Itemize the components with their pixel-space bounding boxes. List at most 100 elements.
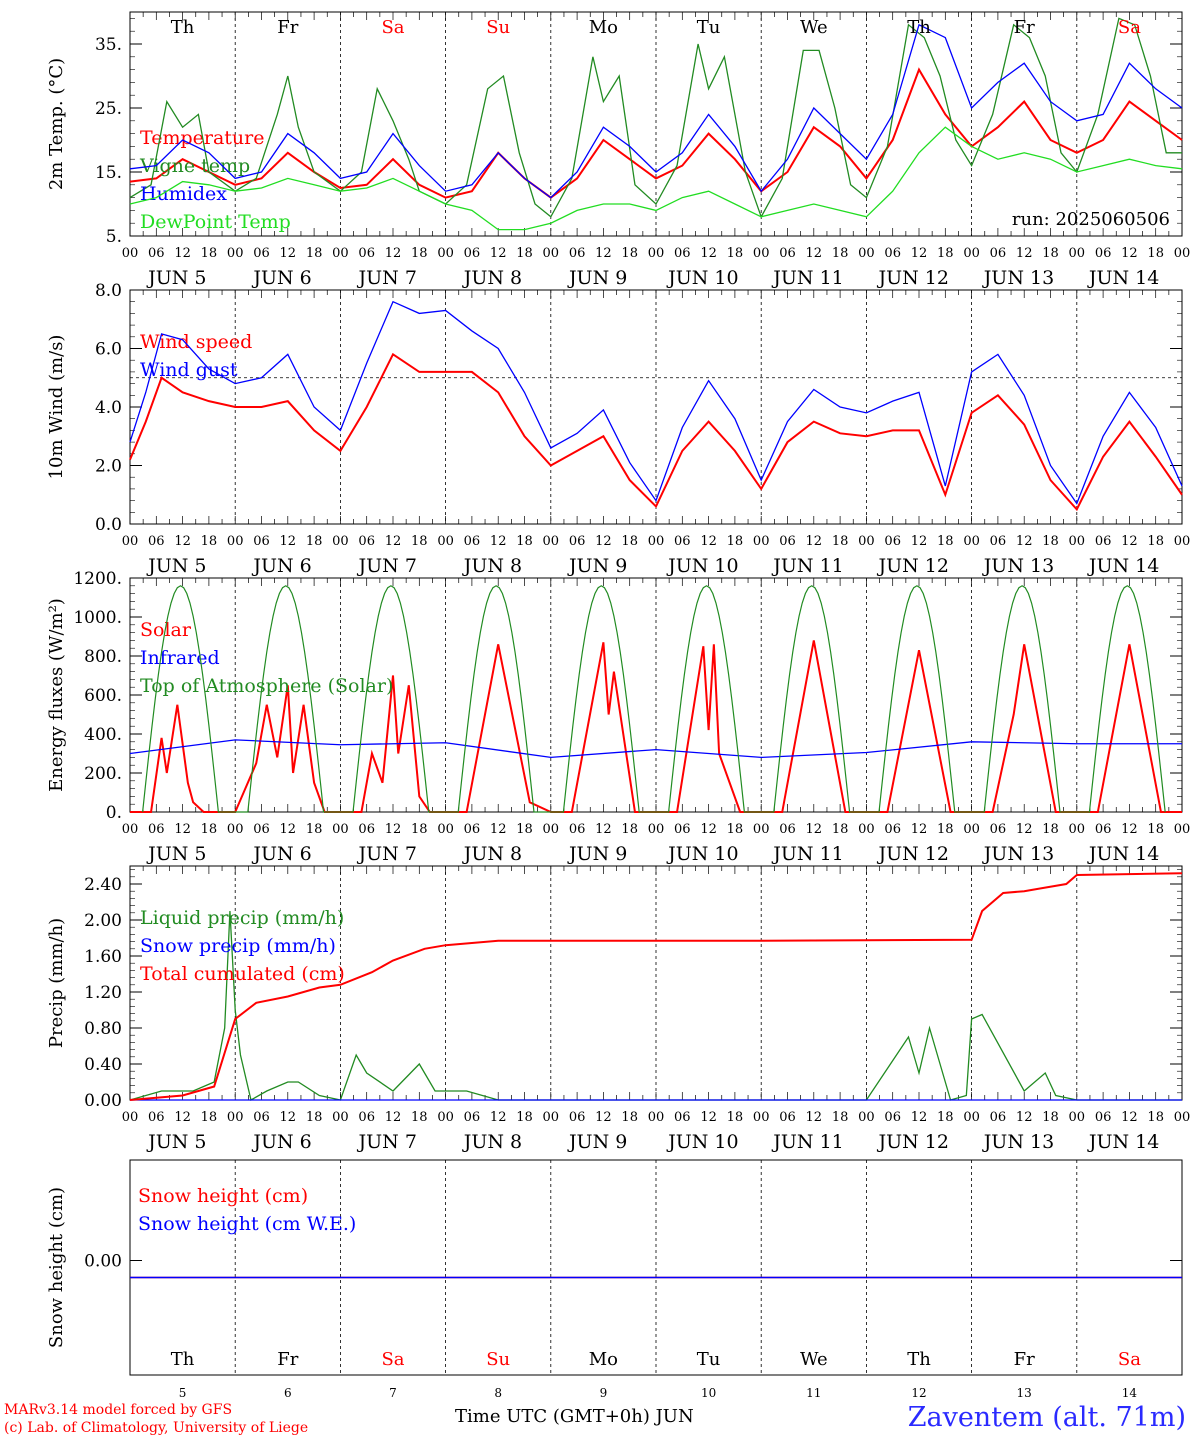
x-hour-label: 12 xyxy=(385,246,402,261)
x-hour-label: 06 xyxy=(990,534,1007,549)
x-hour-label: 06 xyxy=(674,822,691,837)
x-hour-label: 18 xyxy=(411,1110,428,1125)
x-hour-label: 06 xyxy=(358,534,375,549)
x-date-label: JUN 12 xyxy=(876,843,948,865)
x-date-label: JUN 13 xyxy=(982,555,1054,577)
x-hour-label: 18 xyxy=(201,246,218,261)
x-hour-label: 12 xyxy=(1016,822,1033,837)
x-hour-label: 00 xyxy=(332,822,349,837)
x-hour-label: 12 xyxy=(595,246,612,261)
x-hour-label: 00 xyxy=(858,1110,875,1125)
x-hour-label: 18 xyxy=(306,534,323,549)
x-date-label: JUN 5 xyxy=(146,843,206,865)
legend-entry: Wind gust xyxy=(140,359,238,381)
day-name-label: Th xyxy=(171,17,195,38)
x-date-label: JUN 11 xyxy=(771,1131,843,1153)
x-hour-label: 00 xyxy=(963,1110,980,1125)
x-hour-label: 12 xyxy=(490,534,507,549)
y-tick-label: 0.80 xyxy=(84,1019,122,1039)
x-hour-label: 00 xyxy=(227,246,244,261)
x-hour-label: 06 xyxy=(1095,822,1112,837)
x-hour-label: 18 xyxy=(1042,1110,1059,1125)
day-name-label: Su xyxy=(486,17,510,38)
x-hour-label: 18 xyxy=(411,822,428,837)
x-date-label: JUN 9 xyxy=(567,843,627,865)
x-hour-label: 06 xyxy=(990,246,1007,261)
x-hour-label: 00 xyxy=(543,1110,560,1125)
y-tick-label: 15. xyxy=(95,163,122,183)
x-hour-label: 00 xyxy=(543,246,560,261)
panel-4: 0.00 0.40 0.80 1.20 1.60 2.00 2.40 Precip (mm/h… xyxy=(46,865,1190,1153)
x-hour-label: 12 xyxy=(174,1110,191,1125)
legend-entry: Snow precip (mm/h) xyxy=(140,935,336,957)
y-tick-label: 8.0 xyxy=(95,281,122,301)
x-hour-label: 00 xyxy=(1174,534,1191,549)
legend-entry: DewPoint Temp xyxy=(140,211,291,233)
y-tick-label: 35. xyxy=(95,35,122,55)
y-tick-label: 0.00 xyxy=(84,1091,122,1111)
x-hour-label: 12 xyxy=(280,246,297,261)
x-hour-label: 18 xyxy=(411,246,428,261)
x-hour-label: 00 xyxy=(437,1110,454,1125)
legend-entry: Total cumulated (cm) xyxy=(140,963,345,985)
x-hour-label: 06 xyxy=(1095,534,1112,549)
x-date-label: JUN 6 xyxy=(251,843,311,865)
legend-entry: Infrared xyxy=(140,647,220,669)
series-line-0 xyxy=(129,910,1182,1101)
legend-entry: Snow height (cm W.E.) xyxy=(138,1213,356,1235)
x-hour-label: 00 xyxy=(227,534,244,549)
day-number-label: 6 xyxy=(284,1386,292,1400)
day-name-label: Fr xyxy=(277,1349,298,1370)
x-hour-label: 00 xyxy=(437,822,454,837)
x-date-label: JUN 13 xyxy=(982,267,1054,289)
x-hour-label: 12 xyxy=(490,246,507,261)
x-hour-label: 00 xyxy=(753,534,770,549)
series-line-1 xyxy=(129,17,1182,219)
y-tick-label: 800. xyxy=(84,647,122,667)
x-hour-label: 18 xyxy=(306,246,323,261)
x-date-label: JUN 8 xyxy=(462,1131,522,1153)
x-hour-label: 06 xyxy=(884,246,901,261)
x-hour-label: 00 xyxy=(1069,534,1086,549)
legend-entry: Liquid precip (mm/h) xyxy=(140,907,344,929)
y-tick-label: 1.60 xyxy=(84,947,122,967)
x-hour-label: 00 xyxy=(648,822,665,837)
x-hour-label: 06 xyxy=(569,1110,586,1125)
x-hour-label: 12 xyxy=(806,822,823,837)
x-date-label: JUN 12 xyxy=(876,267,948,289)
y-tick-label: 5. xyxy=(106,227,122,247)
x-hour-label: 06 xyxy=(569,246,586,261)
x-hour-label: 06 xyxy=(990,822,1007,837)
x-hour-label: 18 xyxy=(201,534,218,549)
x-hour-label: 12 xyxy=(490,1110,507,1125)
x-hour-label: 06 xyxy=(464,822,481,837)
x-hour-label: 12 xyxy=(1016,534,1033,549)
x-hour-label: 06 xyxy=(674,534,691,549)
x-date-label: JUN 11 xyxy=(771,267,843,289)
x-hour-label: 06 xyxy=(148,822,165,837)
series-line-3 xyxy=(129,126,1183,231)
x-hour-label: 00 xyxy=(753,246,770,261)
x-hour-label: 00 xyxy=(122,822,139,837)
y-axis-label: Snow height (cm) xyxy=(46,1187,67,1348)
day-name-label: Mo xyxy=(589,1349,618,1370)
x-hour-label: 06 xyxy=(253,1110,270,1125)
x-hour-label: 18 xyxy=(937,246,954,261)
x-hour-label: 06 xyxy=(148,534,165,549)
x-date-label: JUN 10 xyxy=(666,843,738,865)
x-date-label: JUN 13 xyxy=(982,843,1054,865)
x-date-label: JUN 14 xyxy=(1087,267,1159,289)
x-hour-label: 18 xyxy=(621,534,638,549)
x-hour-label: 06 xyxy=(253,246,270,261)
x-hour-label: 06 xyxy=(358,822,375,837)
x-hour-label: 06 xyxy=(148,1110,165,1125)
x-hour-label: 00 xyxy=(963,822,980,837)
panel-3: 0. 200. 400. 600. 800. 1000. 1200. Energy fluxe… xyxy=(46,569,1190,865)
x-hour-label: 00 xyxy=(1069,1110,1086,1125)
x-date-label: JUN 8 xyxy=(462,267,522,289)
x-hour-label: 18 xyxy=(1147,1110,1164,1125)
y-tick-label: 200. xyxy=(84,764,122,784)
x-date-label: JUN 10 xyxy=(666,267,738,289)
x-date-label: JUN 14 xyxy=(1087,555,1159,577)
x-hour-label: 18 xyxy=(832,822,849,837)
